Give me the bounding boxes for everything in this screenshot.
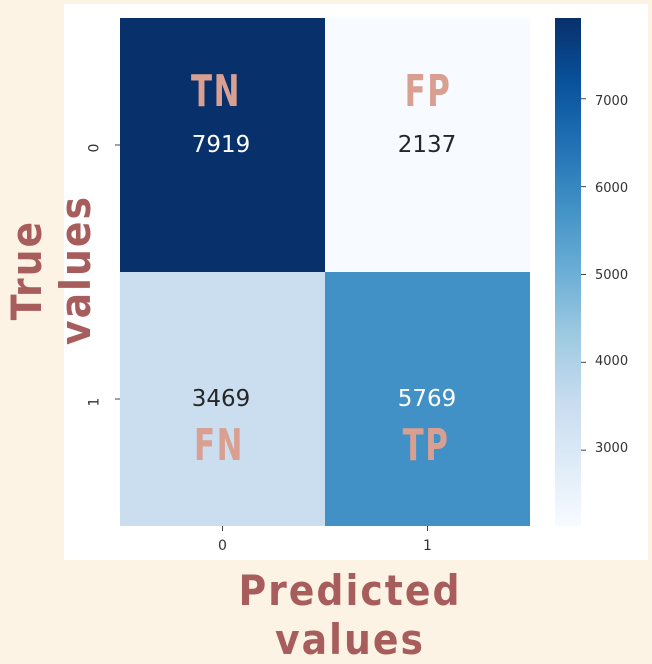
colorbar-tick-label-3000: 3000 xyxy=(595,441,629,456)
colorbar-tick-label-7000: 7000 xyxy=(595,94,629,109)
confusion-matrix-heatmap xyxy=(115,18,586,531)
y-axis-title: True values xyxy=(2,194,100,346)
cell-value-0-0: 7919 xyxy=(191,132,251,158)
quadrant-label-fn: FN xyxy=(193,420,245,471)
cell-value-0-1: 2137 xyxy=(397,132,457,158)
y-tick-label-1: 1 xyxy=(86,397,103,407)
colorbar-tick-label-6000: 6000 xyxy=(595,181,629,196)
x-tick-label-1: 1 xyxy=(423,538,432,554)
colorbar-tick-label-4000: 4000 xyxy=(595,354,629,369)
heatmap-cell-0-0 xyxy=(120,18,325,272)
plot-panel: 7919 2137 3469 5769 TN FP FN TP 0 1 0 1 … xyxy=(64,4,648,560)
quadrant-label-fp: FP xyxy=(404,66,452,117)
x-tick-label-0: 0 xyxy=(218,538,227,554)
quadrant-label-tn: TN xyxy=(190,66,242,117)
heatmap-cell-1-1 xyxy=(325,272,530,526)
y-tick-label-0: 0 xyxy=(86,143,103,153)
x-axis-title: Predicted values xyxy=(238,566,462,664)
cell-value-1-1: 5769 xyxy=(397,386,457,412)
colorbar-tick-label-5000: 5000 xyxy=(595,268,629,283)
colorbar xyxy=(555,18,581,526)
heatmap-cell-1-0 xyxy=(120,272,325,526)
heatmap-cell-0-1 xyxy=(325,18,530,272)
cell-value-1-0: 3469 xyxy=(191,386,251,412)
quadrant-label-tp: TP xyxy=(402,420,450,471)
